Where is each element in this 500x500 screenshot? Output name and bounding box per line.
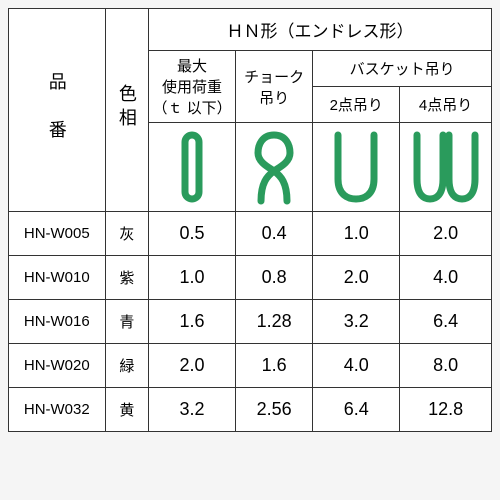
cell-color: 紫 — [105, 256, 148, 300]
cell-value: 2.0 — [313, 256, 400, 300]
cell-color: 灰 — [105, 212, 148, 256]
cell-value: 1.28 — [236, 300, 313, 344]
cell-code: HN-W020 — [9, 344, 106, 388]
cell-value: 2.0 — [400, 212, 492, 256]
cell-color: 青 — [105, 300, 148, 344]
cell-value: 1.6 — [236, 344, 313, 388]
cell-value: 0.8 — [236, 256, 313, 300]
cell-code: HN-W010 — [9, 256, 106, 300]
cell-value: 1.0 — [149, 256, 236, 300]
icon-choke — [236, 123, 313, 212]
table-row: HN-W005灰0.50.41.02.0 — [9, 212, 492, 256]
cell-value: 4.0 — [400, 256, 492, 300]
header-choke: チョーク吊り — [236, 51, 313, 123]
cell-code: HN-W032 — [9, 388, 106, 432]
table-row: HN-W020緑2.01.64.08.0 — [9, 344, 492, 388]
cell-color: 緑 — [105, 344, 148, 388]
cell-value: 1.0 — [313, 212, 400, 256]
cell-value: 2.0 — [149, 344, 236, 388]
cell-value: 3.2 — [149, 388, 236, 432]
table-row: HN-W016青1.61.283.26.4 — [9, 300, 492, 344]
cell-value: 1.6 — [149, 300, 236, 344]
table-row: HN-W010紫1.00.82.04.0 — [9, 256, 492, 300]
cell-code: HN-W005 — [9, 212, 106, 256]
cell-value: 3.2 — [313, 300, 400, 344]
cell-value: 8.0 — [400, 344, 492, 388]
icon-basket-2pt — [313, 123, 400, 212]
cell-value: 4.0 — [313, 344, 400, 388]
cell-value: 6.4 — [400, 300, 492, 344]
header-color: 色相 — [105, 9, 148, 212]
header-product-code: 品 番 — [9, 9, 106, 212]
icon-basket-4pt — [400, 123, 492, 212]
header-basket-4pt: 4点吊り — [400, 87, 492, 123]
header-shape-title: ＨＮ形（エンドレス形） — [149, 9, 492, 51]
spec-table: 品 番 色相 ＨＮ形（エンドレス形） 最大使用荷重（ｔ 以下） チョーク吊り バ… — [8, 8, 492, 432]
cell-value: 6.4 — [313, 388, 400, 432]
cell-code: HN-W016 — [9, 300, 106, 344]
cell-value: 2.56 — [236, 388, 313, 432]
header-basket-2pt: 2点吊り — [313, 87, 400, 123]
header-basket: バスケット吊り — [313, 51, 492, 87]
cell-value: 0.4 — [236, 212, 313, 256]
table-row: HN-W032黄3.22.566.412.8 — [9, 388, 492, 432]
data-body: HN-W005灰0.50.41.02.0HN-W010紫1.00.82.04.0… — [9, 212, 492, 432]
cell-value: 12.8 — [400, 388, 492, 432]
icon-vertical — [149, 123, 236, 212]
cell-color: 黄 — [105, 388, 148, 432]
header-max-load: 最大使用荷重（ｔ 以下） — [149, 51, 236, 123]
cell-value: 0.5 — [149, 212, 236, 256]
